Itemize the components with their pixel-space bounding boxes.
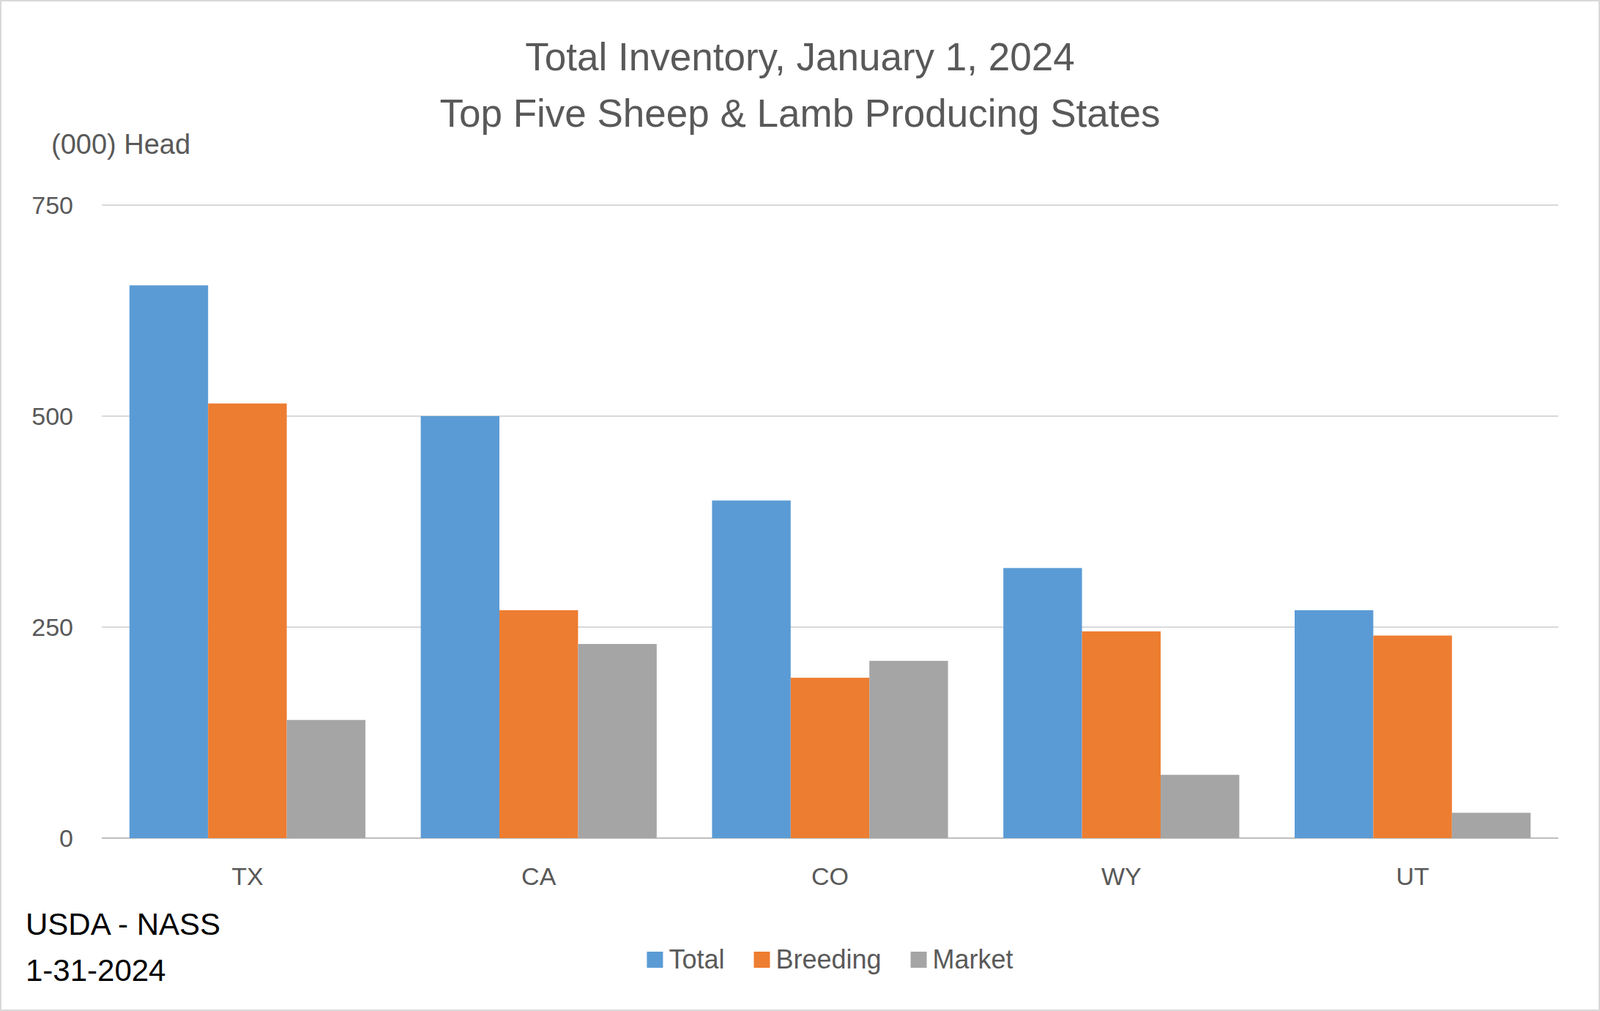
grid-line <box>101 415 1559 417</box>
bar <box>1082 631 1161 838</box>
legend-swatch <box>646 951 663 968</box>
legend-swatch <box>753 951 770 968</box>
bar <box>499 609 578 838</box>
bar <box>421 415 500 838</box>
x-tick-label: WY <box>1101 861 1142 890</box>
grid-line <box>101 204 1559 206</box>
bar <box>129 284 208 838</box>
bar <box>790 677 870 838</box>
background <box>0 0 1600 1010</box>
legend: Total Breeding Market <box>646 943 1013 974</box>
subtitle: Top Five Sheep & Lamb Producing States <box>439 91 1160 135</box>
bar <box>711 500 791 838</box>
title: Total Inventory, January 1, 2024 <box>525 35 1075 79</box>
bars <box>129 284 1531 838</box>
bar <box>1003 567 1082 838</box>
y-tick-label: 750 <box>31 191 74 219</box>
y-tick-label: 250 <box>31 612 74 641</box>
legend-swatch <box>910 951 928 968</box>
legend-label: Market <box>932 943 1014 974</box>
legend-label: Total <box>668 943 725 974</box>
bar <box>1160 774 1239 838</box>
chart: Total Inventory, January 1, 2024 Top Five… <box>0 0 1600 1011</box>
y-tick-label: 500 <box>31 402 74 430</box>
bar <box>207 403 287 838</box>
legend-label: Breeding <box>775 943 881 974</box>
x-tick-label: CA <box>521 861 557 890</box>
bar <box>1372 635 1452 838</box>
x-tick-label: CO <box>811 861 849 890</box>
bar <box>1294 609 1373 838</box>
bar <box>287 719 366 838</box>
x-tick-label: UT <box>1395 861 1429 890</box>
bar <box>1452 812 1531 838</box>
bar <box>869 660 948 838</box>
y-axis-extent <box>101 205 103 838</box>
bar <box>577 643 657 838</box>
x-tick-label: TX <box>231 861 263 890</box>
annotation: USDA - NASS <box>25 906 221 941</box>
y-tick-label: 0 <box>59 823 74 852</box>
annotation: 1-31-2024 <box>25 952 166 988</box>
y-axis-label: (000) Head <box>51 128 191 160</box>
